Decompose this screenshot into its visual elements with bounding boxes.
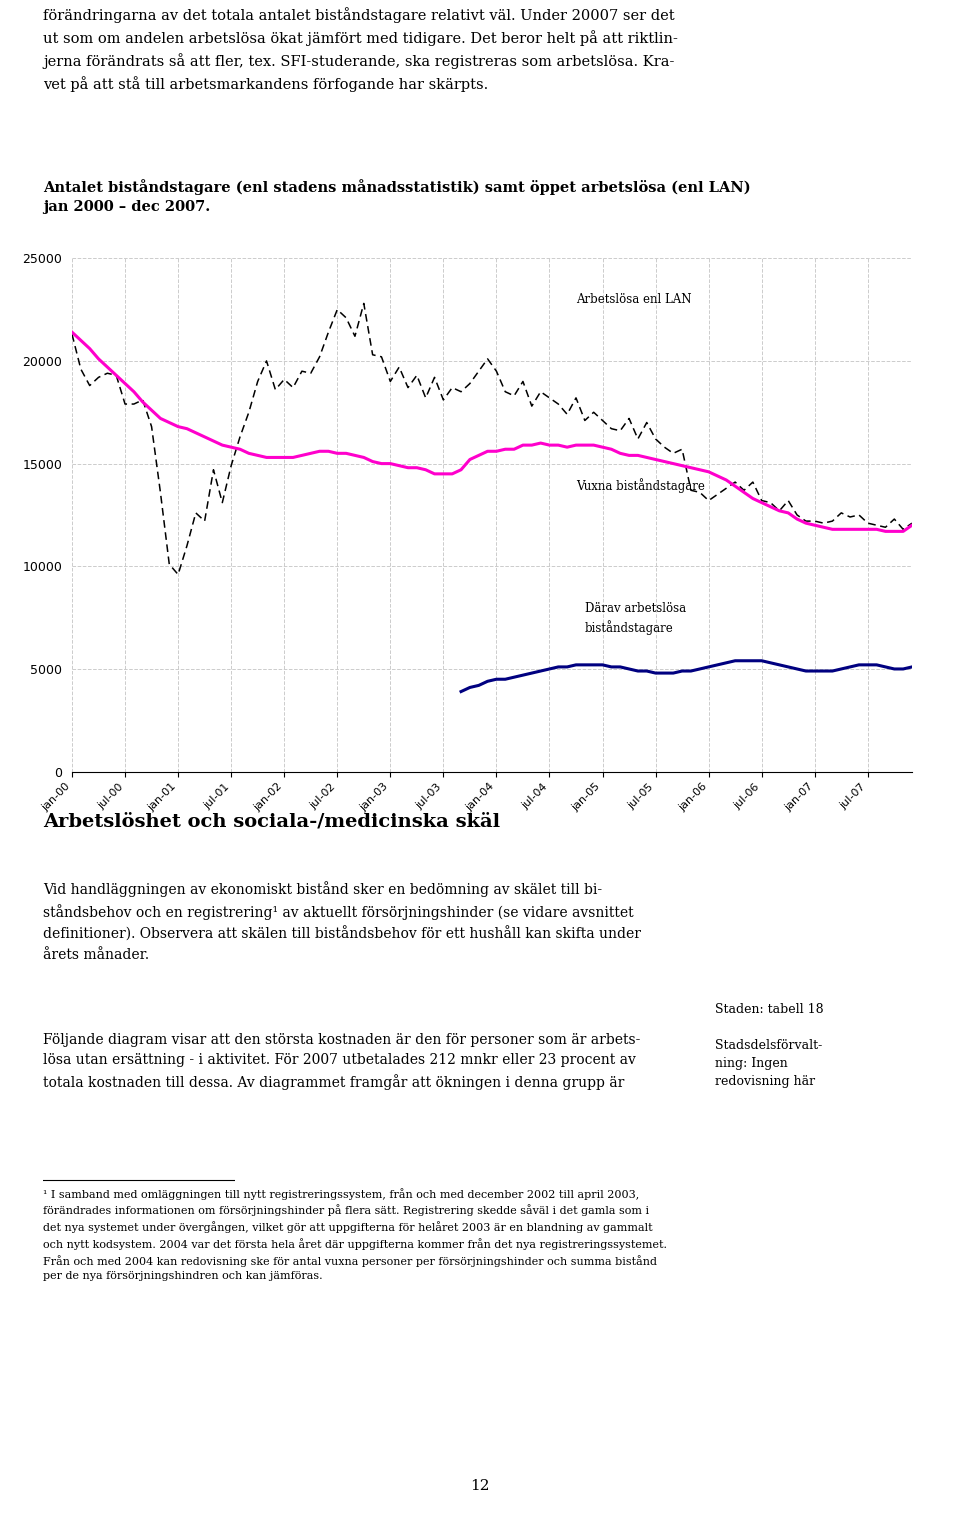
Text: Vid handläggningen av ekonomiskt bistånd sker en bedömning av skälet till bi-
st: Vid handläggningen av ekonomiskt bistånd… <box>43 881 641 962</box>
Text: Arbetslöshet och sociala-/medicinska skäl: Arbetslöshet och sociala-/medicinska skä… <box>43 813 500 831</box>
Text: Antalet biståndstagare (enl stadens månadsstatistik) samt öppet arbetslösa (enl : Antalet biståndstagare (enl stadens måna… <box>43 179 751 214</box>
Text: Staden: tabell 18

Stadsdelsförvalt-
ning: Ingen
redovisning här: Staden: tabell 18 Stadsdelsförvalt- ning… <box>715 1003 824 1088</box>
Text: förändringarna av det totala antalet biståndstagare relativt väl. Under 20007 se: förändringarna av det totala antalet bis… <box>43 8 678 93</box>
Text: 12: 12 <box>470 1478 490 1493</box>
Text: Därav arbetslösa
biståndstagare: Därav arbetslösa biståndstagare <box>585 603 686 635</box>
Text: Vuxna biståndstagare: Vuxna biståndstagare <box>576 478 705 494</box>
Text: ¹ I samband med omläggningen till nytt registreringssystem, från och med decembe: ¹ I samband med omläggningen till nytt r… <box>43 1188 667 1281</box>
Text: Arbetslösa enl LAN: Arbetslösa enl LAN <box>576 293 691 307</box>
Text: Följande diagram visar att den största kostnaden är den för personer som är arbe: Följande diagram visar att den största k… <box>43 1033 640 1091</box>
